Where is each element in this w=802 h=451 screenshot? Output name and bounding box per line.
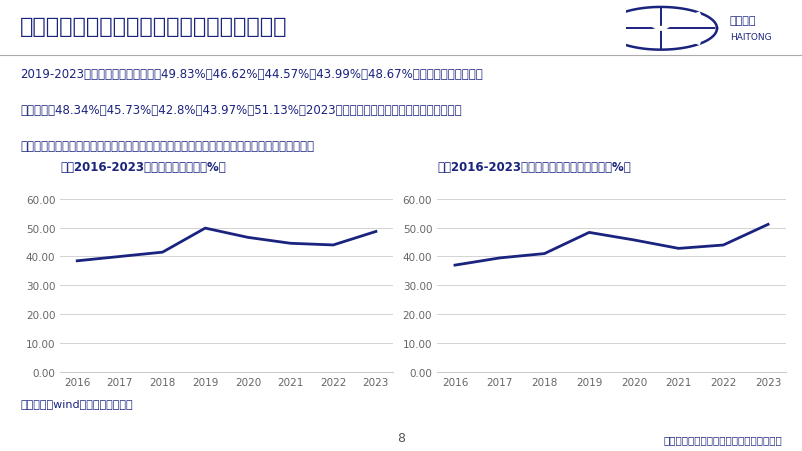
Text: 请务必阅读正文之后的信息披露和法律声明: 请务必阅读正文之后的信息披露和法律声明	[663, 434, 782, 444]
Text: 资料来源：wind，海通证券研究所: 资料来源：wind，海通证券研究所	[20, 398, 132, 408]
Text: 种，如生命科学业务维持较高增速，占比增加；同时也得益于生产精细化管理和成本控制加强。: 种，如生命科学业务维持较高增速，占比增加；同时也得益于生产精细化管理和成本控制加…	[20, 139, 314, 152]
Text: 海通证券: 海通证券	[730, 16, 756, 26]
Text: 2019-2023年公司综合毛利率分别为49.83%、46.62%、44.57%、43.99%、48.67%，其中离子交换树脂毛: 2019-2023年公司综合毛利率分别为49.83%、46.62%、44.57%…	[20, 68, 483, 81]
Text: 图：2016-2023年公司离子交换树脂毛利率（%）: 图：2016-2023年公司离子交换树脂毛利率（%）	[437, 161, 631, 174]
Text: 利率分别为48.34%、45.73%、42.8%、43.97%、51.13%，2023年公司毛利率的提升主要得益于高毛利品: 利率分别为48.34%、45.73%、42.8%、43.97%、51.13%，2…	[20, 104, 462, 117]
Text: HAITONG: HAITONG	[730, 33, 772, 42]
Text: 8: 8	[397, 431, 405, 444]
Text: 公司吸附分离材料附加值提高推动毛利率增长: 公司吸附分离材料附加值提高推动毛利率增长	[20, 18, 288, 37]
Text: 图：2016-2023年公司销售毛利率（%）: 图：2016-2023年公司销售毛利率（%）	[60, 161, 226, 174]
